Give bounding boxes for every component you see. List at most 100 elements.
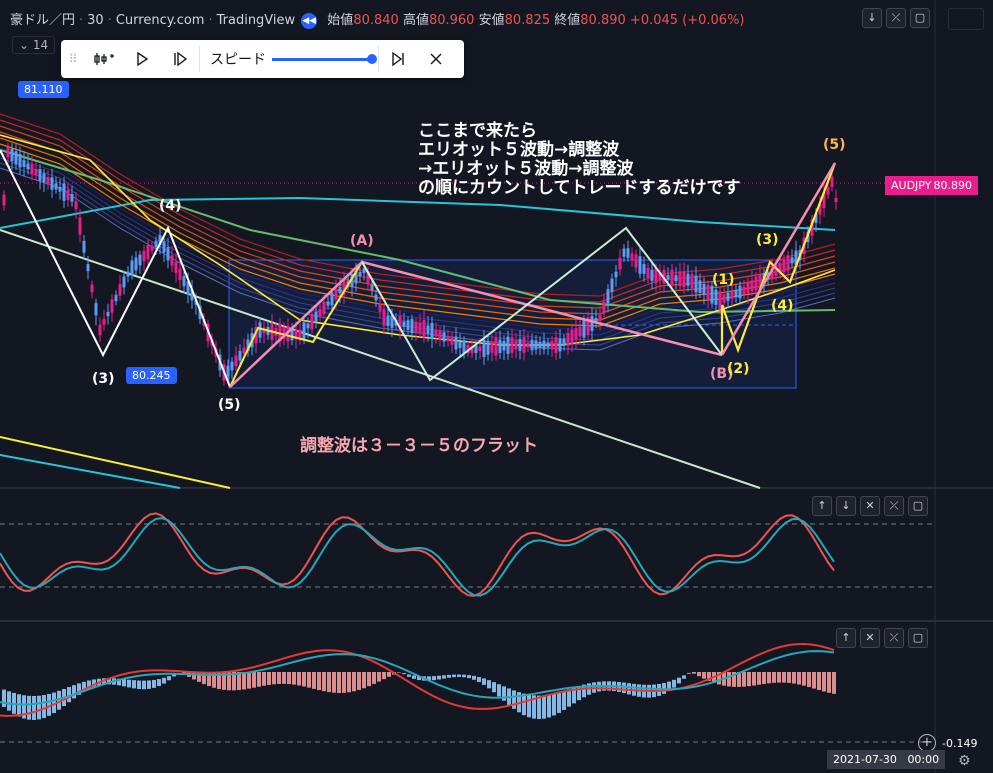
macd-histogram-bar [747,672,751,687]
candle-body [486,340,490,355]
jump-to-realtime-icon[interactable] [379,40,417,78]
macd-histogram-bar [402,673,406,675]
candle-body [774,266,778,276]
candle-body [294,329,298,340]
macd-histogram-bar [787,672,791,683]
candle-body [790,257,794,264]
candle-body [694,275,698,293]
candle-body [54,183,58,190]
candle-body [114,294,118,302]
candle-body [614,271,618,278]
macd-histogram-bar [77,683,81,695]
candle-body [90,284,94,293]
stoch-k-line [0,512,835,597]
candle-body [594,318,598,324]
macd-histogram-bar [477,677,481,683]
play-icon[interactable] [123,40,161,78]
candle-body [778,262,782,274]
move-down-icon[interactable]: ↓ [836,496,856,516]
ma-ribbon-line [0,125,836,309]
candle-body [406,320,410,330]
collapse-icon[interactable]: ⤫ [884,628,904,648]
step-forward-icon[interactable] [161,40,199,78]
macd-histogram-bar [227,672,231,691]
maximize-icon[interactable]: ▢ [908,628,928,648]
macd-histogram-bar [757,672,761,685]
candle-body [686,273,690,286]
close-value: 80.890 [580,13,626,28]
macd-histogram-bar [377,672,381,682]
close-icon[interactable] [417,40,455,78]
move-up-icon[interactable]: ↑ [836,628,856,648]
macd-histogram-bar [22,695,26,719]
close-label: 終値 [554,13,581,28]
chart-legend: 豪ドル／円 · 30 · Currency.com · TradingView ◀◀ 始値80… [10,12,745,29]
candle-body [562,338,566,347]
wave-label-y3: (3) [756,232,779,248]
macd-histogram-bar [107,678,111,685]
drag-handle-icon[interactable]: ⠿ [68,52,78,66]
candle-body [138,254,142,266]
speed-slider-knob[interactable] [367,53,377,64]
candle-body [770,268,774,280]
candle-body [290,327,294,341]
close-pane-icon[interactable]: ✕ [860,496,880,516]
macd-histogram-bar [702,672,706,679]
wave-label-y2: (2) [727,361,750,377]
settings-gear-icon[interactable]: ⚙ [958,753,971,769]
macd-histogram-bar [297,672,301,686]
annotation-bottom: 調整波は３－３－５のフラット [300,436,538,456]
macd-histogram-bar [172,674,176,677]
candle-body [362,268,366,274]
collapse-icon[interactable]: ⤫ [884,496,904,516]
move-down-icon[interactable]: ↓ [862,8,882,28]
candle-body [322,301,326,315]
select-bar-icon[interactable] [85,40,123,78]
macd-histogram-bar [427,676,431,681]
macd-histogram-bar [207,672,211,687]
candle-body [638,256,642,274]
candle-body [590,315,594,331]
replay-rewind-icon[interactable]: ◀◀ [301,12,318,29]
candle-body [830,176,834,188]
maximize-icon[interactable]: ▢ [908,496,928,516]
close-pane-icon[interactable]: ✕ [860,628,880,648]
change-value: +0.045 (+0.06%) [629,13,745,28]
scale-mode-button[interactable] [948,8,984,30]
macd-histogram-bar [707,672,711,681]
candle-body [130,260,134,276]
price-tag-upper[interactable]: 81.110 [18,81,69,98]
ma-ribbon-line [0,131,836,315]
candle-body [754,276,758,291]
macd-histogram-bar [152,679,156,688]
interval-label[interactable]: 30 [87,13,104,28]
macd-histogram-bar [627,683,631,695]
macd-histogram-bar [2,689,6,708]
candle-body [302,322,306,339]
macd-histogram-bar [542,695,546,719]
candle-body [182,276,186,287]
price-tag-lower[interactable]: 80.245 [126,367,177,384]
macd-histogram-bar [147,680,151,689]
candle-body [558,338,562,352]
candle-body [818,203,822,215]
macd-histogram-bar [687,672,691,674]
candle-body [470,346,474,354]
move-up-icon[interactable]: ↑ [812,496,832,516]
candle-body [450,337,454,345]
macd-histogram-bar [52,692,56,714]
macd-histogram-bar [357,672,361,690]
indicator-count-badge[interactable]: ⌄ 14 [12,36,56,54]
maximize-icon[interactable]: ▢ [910,8,930,28]
candle-body [134,257,138,271]
speed-slider[interactable] [272,53,377,64]
annotation-line-4: の順にカウントしてトレードするだけです [418,178,741,198]
macd-histogram-bar [682,675,686,679]
symbol-name[interactable]: 豪ドル／円 [10,13,76,28]
macd-histogram-bar [367,672,371,687]
candle-body [494,337,498,356]
collapse-icon[interactable]: ⤫ [886,8,906,28]
candle-body [82,240,86,253]
macd-histogram-bar [267,672,271,685]
